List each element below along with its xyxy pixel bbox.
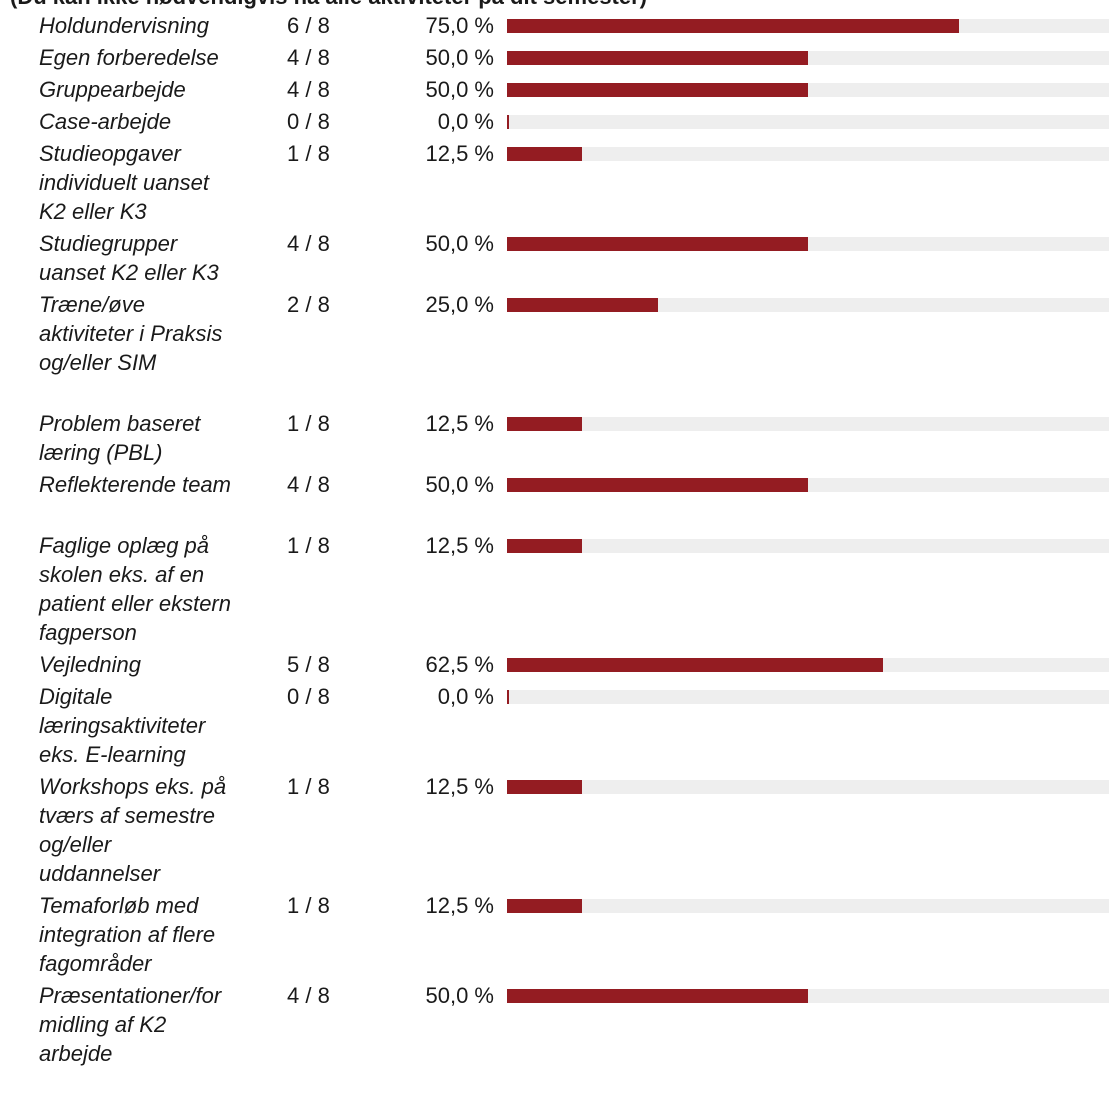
chart-title: (Du kan ikke nødvendigvis nå alle aktivi… <box>10 0 647 10</box>
bar-track <box>507 539 1109 553</box>
bar-track <box>507 899 1109 913</box>
bar-chart: Holdundervisning 6 / 8 75,0 % Egen forbered… <box>0 11 1109 1071</box>
bar-track <box>507 417 1109 431</box>
chart-row: Case-arbejde 0 / 8 0,0 % <box>0 107 1109 139</box>
category-label: Studiegrupper uanset K2 eller K3 <box>39 231 219 285</box>
count-label: 4 / 8 <box>287 983 330 1008</box>
bar-track <box>507 147 1109 161</box>
chart-row: Studieopgaver individuelt uanset K2 elle… <box>0 139 1109 229</box>
category-label: Gruppearbejde <box>39 77 186 102</box>
count-label: 1 / 8 <box>287 141 330 166</box>
bar <box>507 989 808 1003</box>
bar <box>507 19 959 33</box>
bar <box>507 115 509 129</box>
percent-label: 50,0 % <box>425 231 495 256</box>
percent-label: 12,5 % <box>425 774 495 799</box>
count-label: 0 / 8 <box>287 109 330 134</box>
chart-row: Egen forberedelse 4 / 8 50,0 % <box>0 43 1109 75</box>
category-label: Digitale læringsaktiviteter eks. E-learn… <box>39 684 206 767</box>
bar <box>507 83 808 97</box>
bar <box>507 478 808 492</box>
count-label: 2 / 8 <box>287 292 330 317</box>
bar <box>507 237 808 251</box>
bar-track <box>507 658 1109 672</box>
bar <box>507 658 884 672</box>
category-label: Reflekterende team <box>39 472 231 497</box>
chart-row: Faglige oplæg på skolen eks. af en patie… <box>0 531 1109 650</box>
chart-row: Workshops eks. på tværs af semestre og/e… <box>0 772 1109 891</box>
chart-row: Temaforløb med integration af flere fago… <box>0 891 1109 981</box>
percent-label: 50,0 % <box>425 77 495 102</box>
chart-row: Problem baseret læring (PBL) 1 / 8 12,5 % <box>0 409 1109 470</box>
bar <box>507 899 583 913</box>
bar <box>507 147 583 161</box>
category-label: Egen forberedelse <box>39 45 219 70</box>
bar-track <box>507 19 1109 33</box>
bar <box>507 298 658 312</box>
chart-row: Vejledning 5 / 8 62,5 % <box>0 650 1109 682</box>
count-label: 1 / 8 <box>287 533 330 558</box>
percent-label: 12,5 % <box>425 533 495 558</box>
count-label: 5 / 8 <box>287 652 330 677</box>
bar-track <box>507 83 1109 97</box>
count-label: 1 / 8 <box>287 893 330 918</box>
chart-row: Holdundervisning 6 / 8 75,0 % <box>0 11 1109 43</box>
chart-row: Gruppearbejde 4 / 8 50,0 % <box>0 75 1109 107</box>
percent-label: 75,0 % <box>425 13 495 38</box>
percent-label: 12,5 % <box>425 893 495 918</box>
percent-label: 0,0 % <box>437 109 494 134</box>
bar <box>507 780 583 794</box>
category-label: Problem baseret læring (PBL) <box>39 411 201 465</box>
percent-label: 50,0 % <box>425 45 495 70</box>
chart-row: Reflekterende team 4 / 8 50,0 % <box>0 470 1109 531</box>
bar-track <box>507 989 1109 1003</box>
chart-row: Præsentationer/formidling af K2 arbejde 4… <box>0 981 1109 1071</box>
category-label: Præsentationer/formidling af K2 arbejde <box>39 983 222 1066</box>
percent-label: 12,5 % <box>425 141 495 166</box>
count-label: 1 / 8 <box>287 774 330 799</box>
chart-row: Studiegrupper uanset K2 eller K3 4 / 8 50,… <box>0 229 1109 290</box>
category-label: Studieopgaver individuelt uanset K2 elle… <box>39 141 210 224</box>
category-label: Case-arbejde <box>39 109 172 134</box>
bar-track <box>507 690 1109 704</box>
percent-label: 0,0 % <box>437 684 494 709</box>
bar-track <box>507 115 1109 129</box>
bar-track <box>507 298 1109 312</box>
bar <box>507 539 583 553</box>
bar-track <box>507 478 1109 492</box>
bar-track <box>507 51 1109 65</box>
count-label: 4 / 8 <box>287 231 330 256</box>
percent-label: 25,0 % <box>425 292 495 317</box>
category-label: Faglige oplæg på skolen eks. af en patie… <box>39 533 231 645</box>
bar-track <box>507 780 1109 794</box>
chart-row: Digitale læringsaktiviteter eks. E-learn… <box>0 682 1109 772</box>
category-label: Vejledning <box>39 652 141 677</box>
bar <box>507 51 808 65</box>
percent-label: 62,5 % <box>425 652 495 677</box>
count-label: 4 / 8 <box>287 77 330 102</box>
category-label: Træne/øve aktiviteter i Praksis og/eller… <box>39 292 223 375</box>
percent-label: 12,5 % <box>425 411 495 436</box>
bar <box>507 690 509 704</box>
bar-track <box>507 237 1109 251</box>
count-label: 6 / 8 <box>287 13 330 38</box>
percent-label: 50,0 % <box>425 983 495 1008</box>
category-label: Holdundervisning <box>39 13 209 38</box>
category-label: Temaforløb med integration af flere fago… <box>39 893 216 976</box>
chart-row: Træne/øve aktiviteter i Praksis og/eller… <box>0 290 1109 409</box>
category-label: Workshops eks. på tværs af semestre og/e… <box>39 774 227 886</box>
count-label: 0 / 8 <box>287 684 330 709</box>
percent-label: 50,0 % <box>425 472 495 497</box>
count-label: 4 / 8 <box>287 472 330 497</box>
bar <box>507 417 583 431</box>
count-label: 1 / 8 <box>287 411 330 436</box>
count-label: 4 / 8 <box>287 45 330 70</box>
